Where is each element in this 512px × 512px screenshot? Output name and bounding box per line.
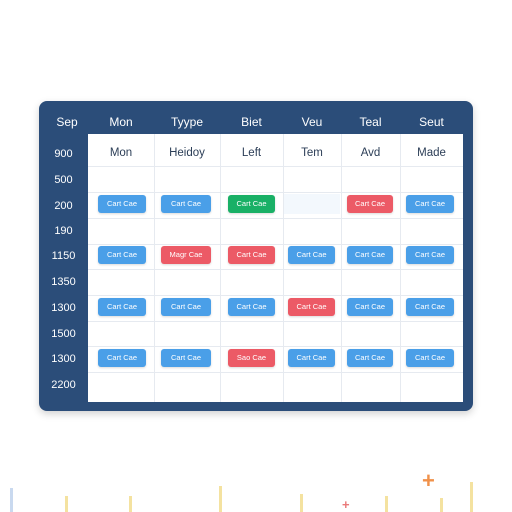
day-name: Left <box>241 147 262 159</box>
calendar-event[interactable]: Cart Cae <box>161 298 211 316</box>
time-label: 500 <box>54 174 73 186</box>
calendar-frame: Sep Mon Tyype Biet Veu Teal Seut 900 500… <box>39 101 473 411</box>
grid-divider <box>88 346 463 347</box>
calendar-event[interactable]: Cart Cae <box>288 349 335 367</box>
time-label: 1300 <box>51 302 76 314</box>
calendar-event[interactable]: Cart Cae <box>98 298 146 316</box>
time-label: 200 <box>54 200 73 212</box>
grid-divider <box>88 192 463 193</box>
decorative-bar <box>219 486 222 512</box>
calendar-event[interactable]: Cart Cae <box>406 246 454 264</box>
header-corner-label: Sep <box>56 115 78 129</box>
grid-divider <box>283 134 284 402</box>
calendar-event[interactable]: Cart Cae <box>161 349 211 367</box>
calendar-event[interactable]: Cart Cae <box>228 246 275 264</box>
decorative-bar <box>65 496 68 512</box>
calendar-event[interactable]: Magr Cae <box>161 246 211 264</box>
day-name: Avd <box>360 147 381 159</box>
grid-divider <box>88 244 463 245</box>
grid-divider <box>220 134 221 402</box>
day-name: Mon <box>109 147 133 159</box>
grid-divider <box>88 372 463 373</box>
time-label: 1300 <box>51 353 76 365</box>
calendar-event[interactable]: Sao Cae <box>228 349 275 367</box>
header-day-3[interactable]: Veu <box>301 115 323 129</box>
plus-icon: + <box>342 497 350 512</box>
day-name: Tem <box>301 147 323 159</box>
decorative-bar <box>470 482 473 512</box>
header-day-0[interactable]: Mon <box>109 115 133 129</box>
calendar-event[interactable]: Cart Cae <box>406 298 454 316</box>
calendar-event[interactable]: Cart Cae <box>347 195 393 213</box>
calendar-event[interactable]: Cart Cae <box>98 246 146 264</box>
time-label: 190 <box>54 225 73 237</box>
calendar-event[interactable]: Cart Cae <box>406 349 454 367</box>
day-name: Heidoy <box>169 147 205 159</box>
time-label: 900 <box>54 148 73 160</box>
calendar-event[interactable]: Cart Cae <box>288 298 335 316</box>
grid-divider <box>88 295 463 296</box>
grid-divider <box>341 134 342 402</box>
calendar-event[interactable]: Cart Cae <box>288 246 335 264</box>
day-name: Made <box>417 147 446 159</box>
calendar-grid: Mon Heidoy Left Tem Avd Made Cart Cae Ca… <box>88 134 463 402</box>
grid-divider <box>400 134 401 402</box>
header-day-5[interactable]: Seut <box>419 115 444 129</box>
grid-divider <box>88 321 463 322</box>
calendar-event[interactable]: Cart Cae <box>347 298 393 316</box>
calendar-event[interactable]: Cart Cae <box>406 195 454 213</box>
time-label: 1350 <box>51 276 76 288</box>
calendar-event[interactable]: Cart Cae <box>228 195 275 213</box>
time-label: 1150 <box>51 250 76 262</box>
header-day-1[interactable]: Tyype <box>170 115 203 129</box>
decorative-bar <box>440 498 443 512</box>
header-day-4[interactable]: Teal <box>359 115 382 129</box>
calendar-header: Sep Mon Tyype Biet Veu Teal Seut <box>39 101 473 134</box>
calendar-event[interactable]: Cart Cae <box>228 298 275 316</box>
selected-time-slot[interactable] <box>284 194 340 214</box>
grid-divider <box>88 218 463 219</box>
calendar-event[interactable]: Cart Cae <box>98 195 146 213</box>
decorative-bar <box>129 496 132 512</box>
plus-icon: + <box>422 468 435 493</box>
calendar-event[interactable]: Cart Cae <box>161 195 211 213</box>
time-column: 900 500 200 190 1150 1350 1300 1500 1300… <box>39 134 88 404</box>
header-day-2[interactable]: Biet <box>241 115 262 129</box>
time-label: 1500 <box>51 328 76 340</box>
grid-divider <box>88 269 463 270</box>
grid-divider <box>154 134 155 402</box>
decorative-bar <box>10 488 13 512</box>
time-label: 2200 <box>51 379 76 391</box>
calendar-event[interactable]: Cart Cae <box>98 349 146 367</box>
decorative-bar <box>300 494 303 512</box>
calendar-event[interactable]: Cart Cae <box>347 246 393 264</box>
grid-divider <box>88 166 463 167</box>
calendar-event[interactable]: Cart Cae <box>347 349 393 367</box>
decorative-bar <box>385 496 388 512</box>
